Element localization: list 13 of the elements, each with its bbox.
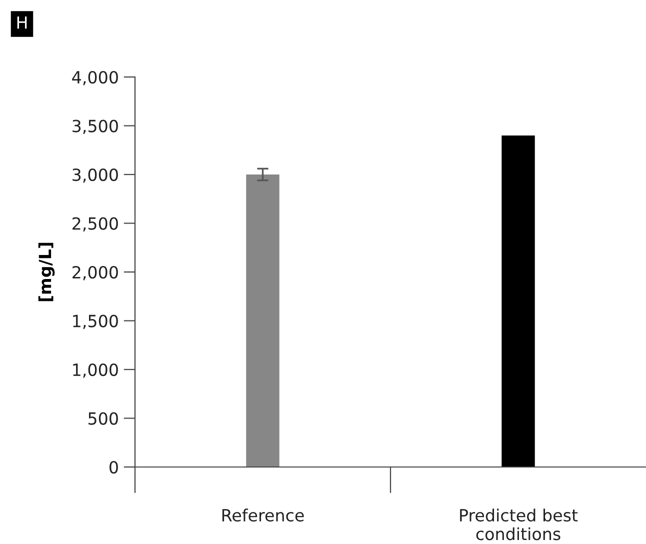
y-tick-label: 2,500: [72, 217, 118, 232]
text: H: [17, 16, 27, 29]
y-tick-label: 4,000: [72, 70, 118, 86]
y-tick-label: 0: [110, 460, 118, 474]
y-axis-title: [mg/L]: [38, 242, 55, 302]
x-tick-label: Predicted best conditions: [460, 508, 578, 540]
x-tick-label: Reference: [222, 508, 304, 522]
y-tick-label: 3,500: [72, 120, 118, 134]
y-tick-label: 1,500: [73, 314, 118, 330]
y-tick-label: 3,000: [72, 168, 118, 183]
y-tick-label: 500: [88, 412, 118, 425]
y-tick-label: 2,000: [72, 266, 118, 280]
y-tick-label: 1,000: [73, 363, 118, 378]
